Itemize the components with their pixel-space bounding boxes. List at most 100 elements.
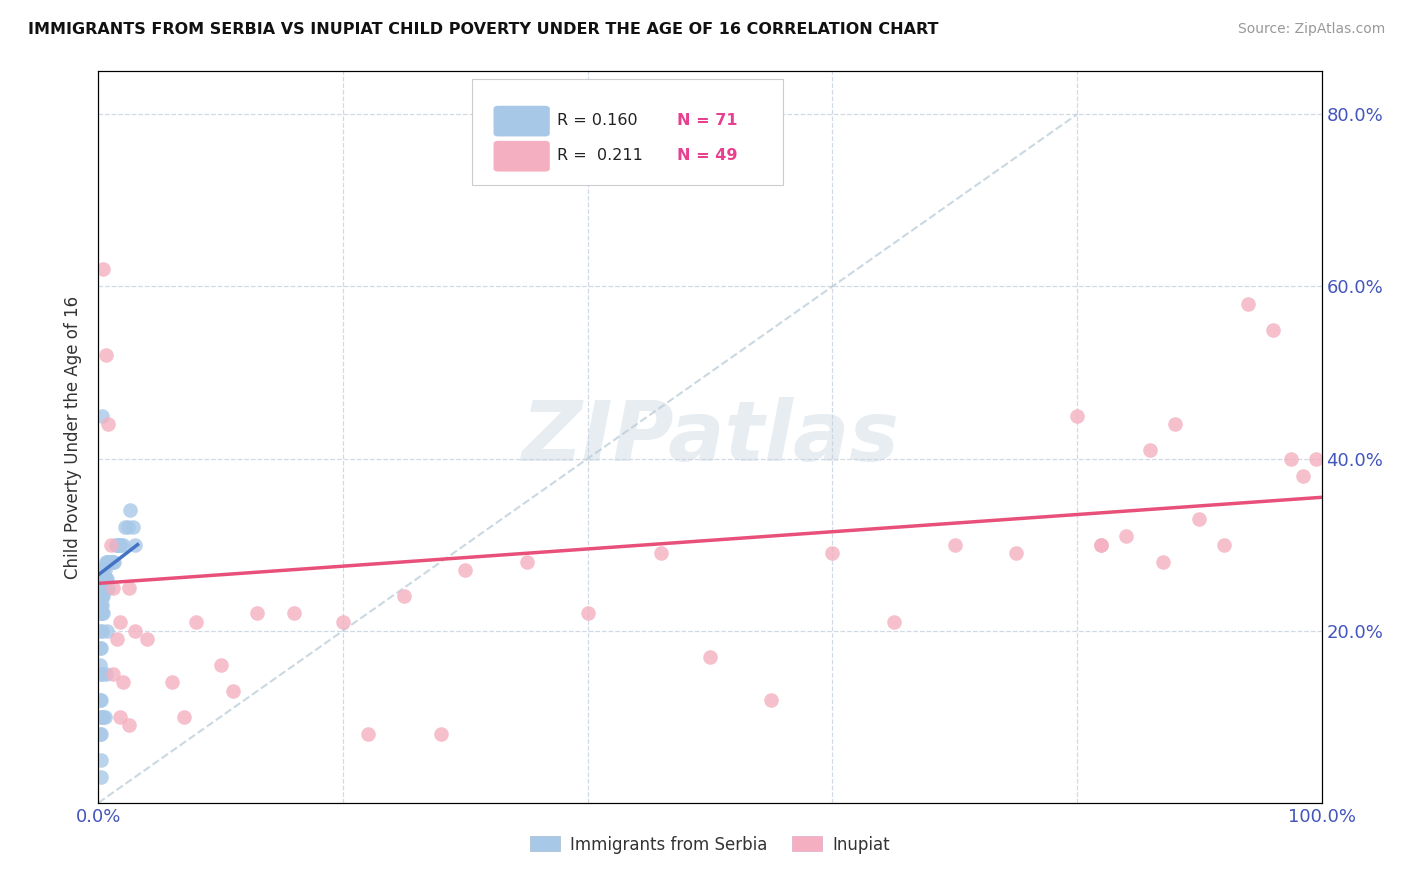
Point bbox=[90, 572, 112, 586]
Point bbox=[1139, 442, 1161, 457]
Legend: Immigrants from Serbia, Inupiat: Immigrants from Serbia, Inupiat bbox=[523, 829, 897, 860]
Point bbox=[91, 624, 114, 638]
Point bbox=[93, 572, 115, 586]
Point bbox=[90, 710, 112, 724]
Point bbox=[1115, 529, 1137, 543]
Point bbox=[91, 607, 114, 621]
Point bbox=[111, 538, 134, 552]
FancyBboxPatch shape bbox=[471, 78, 783, 185]
Point bbox=[1261, 322, 1284, 336]
Point bbox=[392, 589, 416, 603]
Point bbox=[90, 572, 112, 586]
Point bbox=[118, 581, 141, 595]
Point bbox=[96, 572, 118, 586]
Point bbox=[90, 770, 112, 784]
Point bbox=[91, 589, 114, 603]
Text: N = 71: N = 71 bbox=[678, 113, 738, 128]
Point bbox=[110, 710, 132, 724]
Point bbox=[89, 640, 111, 655]
Point bbox=[89, 581, 111, 595]
Point bbox=[136, 632, 159, 647]
Point bbox=[454, 564, 477, 578]
Point bbox=[90, 666, 112, 681]
Point bbox=[89, 624, 111, 638]
Point bbox=[332, 615, 354, 629]
Point bbox=[91, 710, 114, 724]
Text: Source: ZipAtlas.com: Source: ZipAtlas.com bbox=[1237, 22, 1385, 37]
Text: ZIPatlas: ZIPatlas bbox=[522, 397, 898, 477]
Point bbox=[91, 710, 114, 724]
Point bbox=[91, 564, 114, 578]
Point bbox=[124, 538, 146, 552]
Text: R = 0.160: R = 0.160 bbox=[557, 113, 638, 128]
Point bbox=[1090, 538, 1112, 552]
Point bbox=[90, 598, 112, 612]
Point bbox=[883, 615, 905, 629]
Point bbox=[91, 572, 114, 586]
Point bbox=[96, 624, 118, 638]
Point bbox=[94, 572, 117, 586]
Point bbox=[94, 555, 117, 569]
Point bbox=[91, 572, 114, 586]
Point bbox=[1237, 296, 1260, 310]
Point bbox=[90, 692, 112, 706]
Point bbox=[89, 727, 111, 741]
Point bbox=[110, 615, 132, 629]
Point bbox=[90, 581, 112, 595]
Point bbox=[91, 581, 114, 595]
Point bbox=[91, 598, 114, 612]
Text: R =  0.211: R = 0.211 bbox=[557, 148, 643, 163]
Point bbox=[89, 598, 111, 612]
Point bbox=[246, 607, 269, 621]
Point bbox=[90, 581, 112, 595]
Point bbox=[576, 607, 599, 621]
Point bbox=[1212, 538, 1234, 552]
Point bbox=[117, 520, 139, 534]
Point bbox=[89, 607, 111, 621]
Point bbox=[761, 692, 783, 706]
Point bbox=[101, 581, 124, 595]
Point bbox=[943, 538, 966, 552]
Point bbox=[101, 666, 124, 681]
Point bbox=[90, 564, 112, 578]
Point bbox=[105, 538, 128, 552]
Point bbox=[1164, 417, 1187, 432]
Point bbox=[1188, 512, 1211, 526]
Point bbox=[107, 538, 129, 552]
Point bbox=[186, 615, 208, 629]
Point bbox=[124, 624, 146, 638]
Y-axis label: Child Poverty Under the Age of 16: Child Poverty Under the Age of 16 bbox=[65, 295, 83, 579]
Point bbox=[100, 555, 122, 569]
Point bbox=[89, 572, 111, 586]
Point bbox=[93, 710, 115, 724]
Point bbox=[120, 503, 142, 517]
Point bbox=[89, 589, 111, 603]
Point bbox=[1305, 451, 1327, 466]
Point bbox=[91, 581, 114, 595]
Text: N = 49: N = 49 bbox=[678, 148, 738, 163]
Point bbox=[173, 710, 195, 724]
Point bbox=[90, 607, 112, 621]
Point bbox=[93, 581, 115, 595]
Point bbox=[283, 607, 305, 621]
Point bbox=[91, 262, 114, 277]
Point bbox=[110, 538, 132, 552]
FancyBboxPatch shape bbox=[494, 106, 550, 136]
Point bbox=[89, 692, 111, 706]
Point bbox=[356, 727, 378, 741]
Point bbox=[101, 555, 124, 569]
FancyBboxPatch shape bbox=[494, 141, 550, 171]
Point bbox=[118, 718, 141, 732]
Point bbox=[89, 658, 111, 673]
Point bbox=[821, 546, 844, 560]
Point bbox=[90, 640, 112, 655]
Point bbox=[98, 555, 121, 569]
Point bbox=[222, 684, 245, 698]
Point bbox=[101, 555, 124, 569]
Point bbox=[91, 581, 114, 595]
Text: IMMIGRANTS FROM SERBIA VS INUPIAT CHILD POVERTY UNDER THE AGE OF 16 CORRELATION : IMMIGRANTS FROM SERBIA VS INUPIAT CHILD … bbox=[28, 22, 939, 37]
Point bbox=[104, 538, 127, 552]
Point bbox=[430, 727, 453, 741]
Point bbox=[114, 520, 136, 534]
Point bbox=[103, 555, 125, 569]
